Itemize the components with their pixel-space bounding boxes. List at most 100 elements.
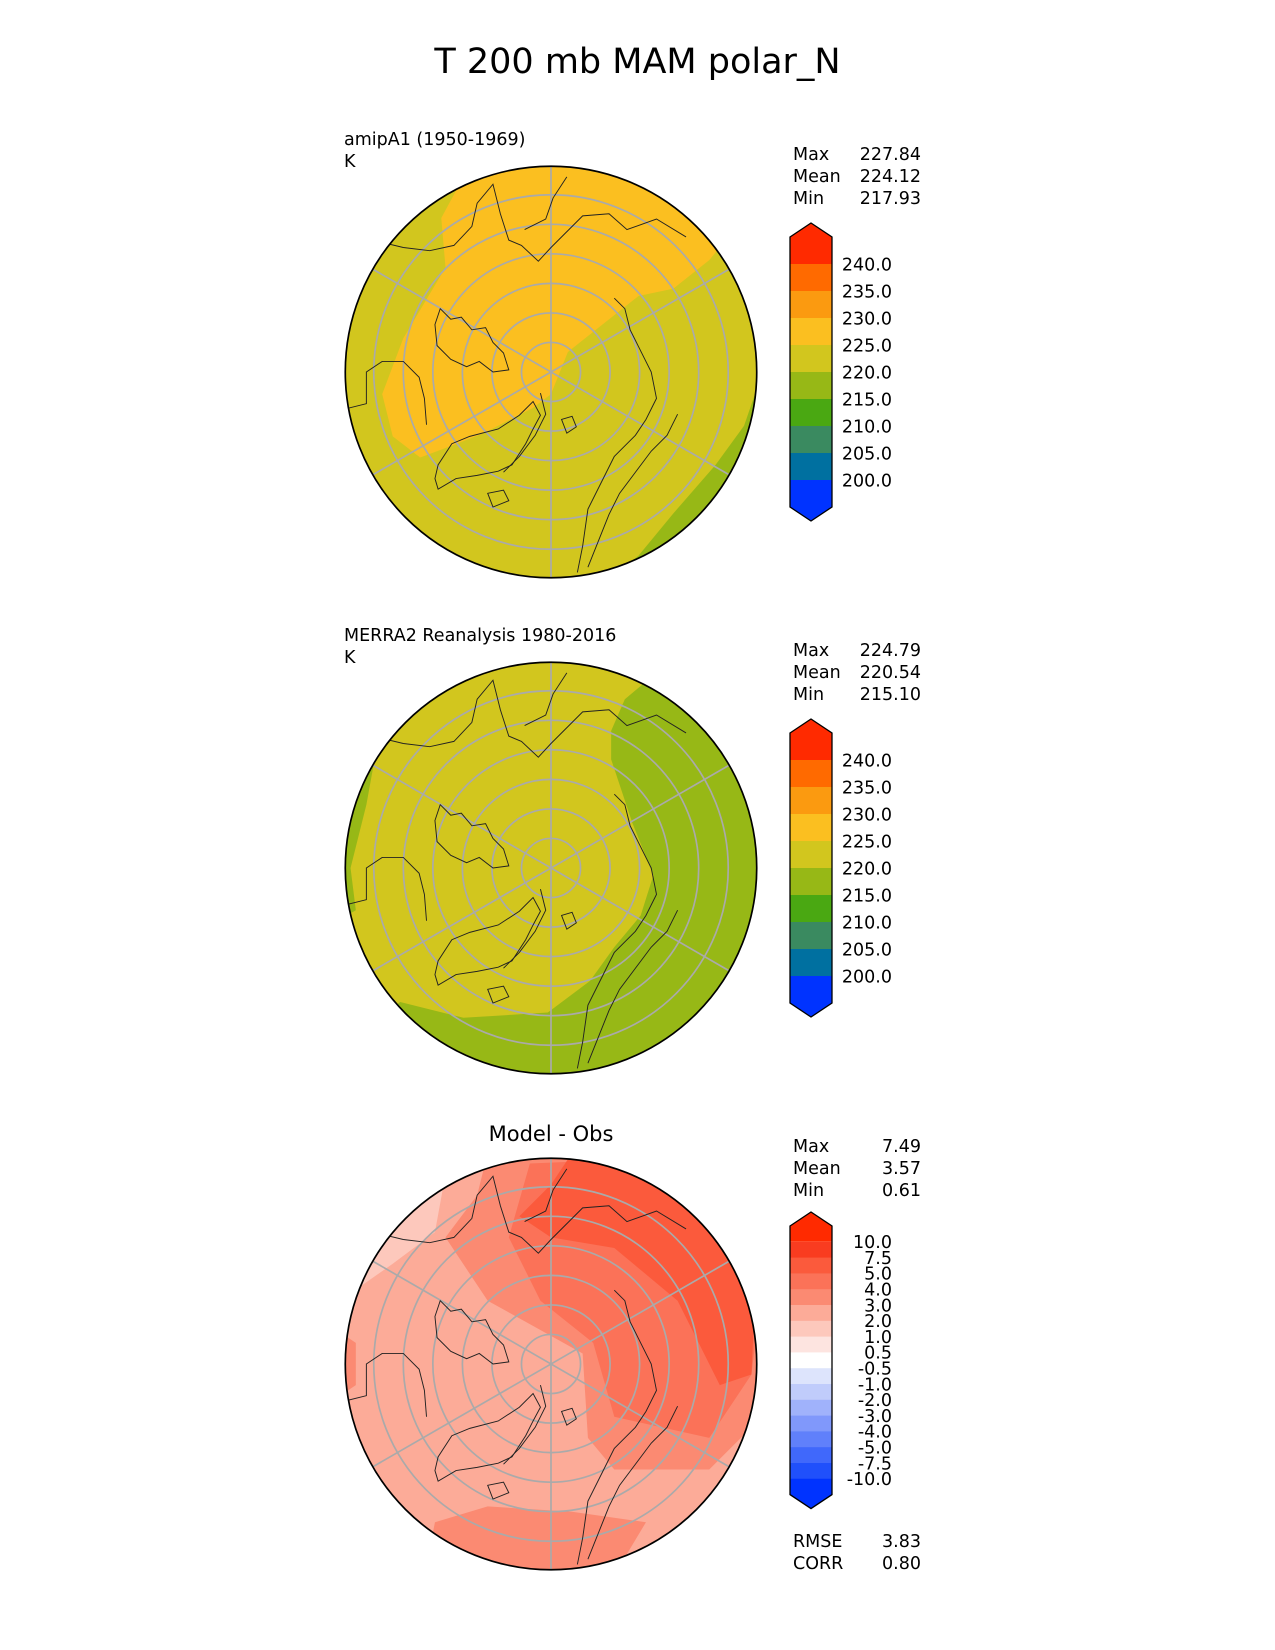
map-boundary [344, 661, 758, 1075]
colorbar-band [790, 1336, 832, 1353]
colorbar-band [790, 223, 832, 264]
colorbar-band [790, 1241, 832, 1259]
colorbar-band [790, 318, 832, 346]
colorbar-panel1: 240.0 235.0 230.0 225.0 220.0 215.0 210.0 205.0… [789, 222, 892, 522]
stat-min: Min 0.61 [793, 1181, 921, 1201]
colorbar-tick-label: 1.0 [864, 1328, 892, 1348]
colorbar-band [790, 426, 832, 454]
stat-corr: CORR 0.80 [793, 1554, 921, 1574]
colorbar-band [790, 841, 832, 869]
colorbar-tick-label: 200.0 [842, 967, 892, 987]
panel2-label: MERRA2 Reanalysis 1980-2016 K [344, 625, 616, 669]
stat-mean: Mean 224.12 [793, 167, 921, 187]
colorbar-band [790, 1431, 832, 1448]
colorbar-outline [789, 1211, 833, 1510]
colorbar-band [790, 1463, 832, 1480]
colorbar-tick-label: -2.0 [858, 1391, 892, 1411]
colorbar-tick-label: -4.0 [858, 1423, 892, 1443]
colorbar-panel2: 240.0 235.0 230.0 225.0 220.0 215.0 210.0 205.0… [789, 718, 892, 1018]
colorbar-band [790, 1478, 832, 1509]
colorbar-band [790, 719, 832, 760]
colorbar-tick-label: 230.0 [842, 309, 892, 329]
colorbar-band [790, 1447, 832, 1464]
figure-title: T 200 mb MAM polar_N [434, 42, 841, 82]
colorbar-tick-label: 5.0 [864, 1265, 892, 1285]
colorbar-difference: 10.07.55.04.03.02.01.00.5-0.5-1.0-2.0-3.… [789, 1211, 892, 1510]
panel1-dataset-name: amipA1 (1950-1969) [344, 130, 526, 150]
panel1-units: K [344, 152, 356, 172]
colorbar-band [790, 787, 832, 815]
colorbar-band [790, 1415, 832, 1432]
colorbar-band [790, 949, 832, 977]
colorbar-tick-label: 240.0 [842, 255, 892, 275]
colorbar-tick-label: -10.0 [847, 1470, 892, 1490]
map-region-225-230 [382, 166, 757, 458]
polar-map-obs [344, 661, 758, 1075]
stat-min: Min 217.93 [793, 189, 921, 209]
panel2-dataset-name: MERRA2 Reanalysis 1980-2016 [344, 626, 617, 646]
colorbar-tick-label: -1.0 [858, 1375, 892, 1395]
colorbar-outline [789, 222, 833, 522]
colorbar-band [790, 1289, 832, 1306]
colorbar-band [790, 922, 832, 950]
colorbar-band [790, 291, 832, 319]
colorbar-band [790, 453, 832, 481]
stat-mean: Mean 220.54 [793, 663, 921, 683]
colorbar-band [790, 1212, 832, 1242]
colorbar-band [790, 1352, 832, 1369]
colorbar-band [790, 1399, 832, 1417]
colorbar-tick-label: 3.0 [864, 1296, 892, 1316]
colorbar-tick-label: 210.0 [842, 913, 892, 933]
colorbar-tick-label: 235.0 [842, 778, 892, 798]
colorbar-tick-label: -3.0 [858, 1407, 892, 1427]
colorbar-tick-label: 2.0 [864, 1312, 892, 1332]
colorbar-band [790, 1384, 832, 1401]
polar-map-difference [344, 1157, 758, 1571]
colorbar-tick-label: 215.0 [842, 390, 892, 410]
colorbar-band [790, 480, 832, 521]
colorbar-tick-label: -5.0 [858, 1439, 892, 1459]
colorbar-tick-label: -0.5 [858, 1360, 892, 1380]
colorbar-tick-label: 205.0 [842, 444, 892, 464]
colorbar-tick-label: 220.0 [842, 859, 892, 879]
colorbar-tick-label: 210.0 [842, 417, 892, 437]
colorbar-tick-label: 4.0 [864, 1281, 892, 1301]
colorbar-tick-label: 10.0 [853, 1233, 892, 1253]
stat-max: Max 7.49 [793, 1137, 921, 1157]
colorbar-band [790, 1257, 832, 1274]
colorbar-tick-label: -7.5 [858, 1454, 892, 1474]
colorbar-band [790, 868, 832, 896]
colorbar-tick-label: 205.0 [842, 940, 892, 960]
colorbar-band [790, 1305, 832, 1322]
colorbar-band [790, 1368, 832, 1385]
panel3-title: Model - Obs [488, 1122, 614, 1146]
map-boundary [344, 165, 758, 579]
stat-mean: Mean 3.57 [793, 1159, 921, 1179]
panel2-units: K [344, 648, 356, 668]
colorbar-tick-label: 240.0 [842, 751, 892, 771]
stat-max: Max 227.84 [793, 145, 921, 165]
stat-min: Min 215.10 [793, 685, 921, 705]
panel1-label: amipA1 (1950-1969) K [344, 129, 525, 173]
colorbar-tick-label: 0.5 [864, 1344, 892, 1364]
polar-map-model [344, 165, 758, 579]
colorbar-tick-label: 230.0 [842, 805, 892, 825]
map-boundary [344, 1157, 758, 1571]
colorbar-band [790, 1273, 832, 1290]
colorbar-outline [789, 718, 833, 1018]
colorbar-tick-label: 200.0 [842, 471, 892, 491]
stat-rmse: RMSE 3.83 [793, 1532, 921, 1552]
colorbar-band [790, 1320, 832, 1338]
colorbar-band [790, 264, 832, 292]
colorbar-tick-label: 235.0 [842, 282, 892, 302]
colorbar-tick-label: 220.0 [842, 363, 892, 383]
colorbar-tick-label: 225.0 [842, 832, 892, 852]
colorbar-band [790, 399, 832, 427]
colorbar-band [790, 345, 832, 373]
colorbar-band [790, 760, 832, 788]
map-region-3-4 [345, 1332, 356, 1396]
colorbar-band [790, 895, 832, 923]
colorbar-band [790, 976, 832, 1017]
colorbar-tick-label: 7.5 [864, 1249, 892, 1269]
